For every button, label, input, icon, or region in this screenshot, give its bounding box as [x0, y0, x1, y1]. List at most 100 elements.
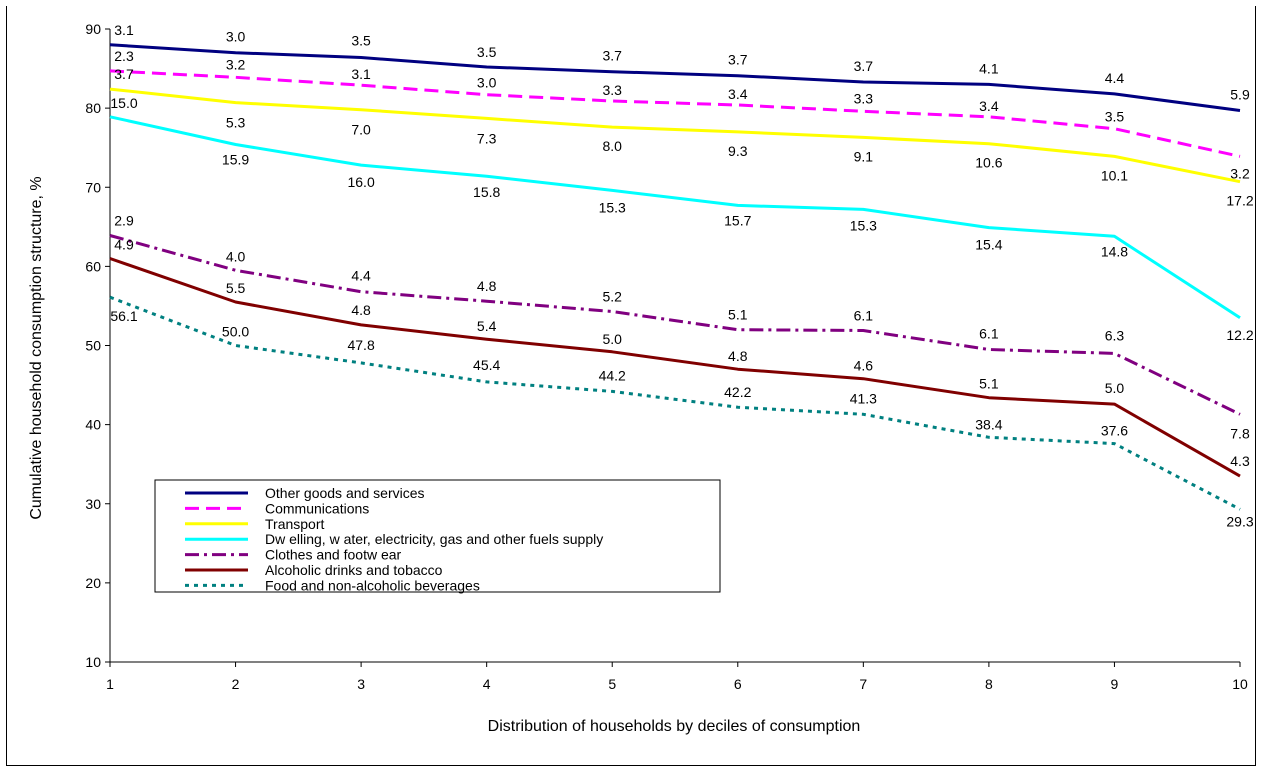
legend-box [154, 479, 721, 593]
series-line-5 [109, 234, 1241, 416]
data-label: 3.3 [854, 90, 874, 106]
data-label: 3.4 [728, 86, 748, 102]
data-label: 37.6 [1101, 423, 1128, 439]
y-tick-label: 30 [85, 496, 101, 512]
y-tick-label: 70 [85, 179, 101, 195]
data-label: 3.7 [854, 58, 874, 74]
data-label: 16.0 [347, 174, 374, 190]
data-label: 3.1 [114, 22, 134, 38]
data-label: 3.7 [602, 48, 622, 64]
series-lines [109, 43, 1241, 511]
series-line-6 [109, 257, 1241, 478]
data-label: 5.3 [226, 115, 246, 131]
data-label: 6.3 [1105, 327, 1125, 343]
data-label: 3.5 [351, 32, 371, 48]
series-line-3 [109, 87, 1241, 184]
data-label: 10.1 [1101, 167, 1128, 183]
x-tick-label: 5 [608, 676, 616, 692]
data-label: 3.7 [114, 66, 134, 82]
data-label: 4.3 [1230, 453, 1250, 469]
data-label: 3.3 [602, 82, 622, 98]
data-label: 15.4 [975, 237, 1002, 253]
x-axis-title: Distribution of households by deciles of… [488, 718, 861, 735]
data-label: 5.0 [1105, 380, 1125, 396]
data-label: 15.9 [222, 152, 249, 168]
data-label: 3.0 [226, 29, 246, 45]
data-label: 17.2 [1226, 193, 1253, 209]
data-label: 15.8 [473, 184, 500, 200]
data-label: 7.3 [477, 130, 497, 146]
data-label: 3.1 [351, 66, 371, 82]
data-label: 15.3 [850, 217, 877, 233]
data-label: 4.0 [226, 248, 246, 264]
data-label: 5.0 [602, 331, 622, 347]
data-label: 14.8 [1101, 243, 1128, 259]
data-label: 3.7 [728, 52, 748, 68]
legend-entry-5: Clothes and footw ear [265, 547, 402, 563]
y-tick-label: 90 [85, 21, 101, 37]
legend-entry-7: Food and non-alcoholic beverages [265, 577, 480, 593]
chart-frame [6, 6, 1256, 766]
data-label: 2.9 [114, 213, 134, 229]
data-label: 6.1 [979, 325, 999, 341]
data-label: 4.9 [114, 236, 134, 252]
series-line-7 [109, 295, 1241, 511]
data-label: 4.4 [1105, 70, 1125, 86]
legend-entry-1: Other goods and services [265, 485, 425, 501]
data-label: 29.3 [1226, 513, 1253, 529]
x-tick-label: 2 [232, 676, 240, 692]
y-tick-label: 10 [85, 654, 101, 670]
x-tick-label: 4 [483, 676, 491, 692]
data-label: 12.2 [1226, 327, 1253, 343]
data-label: 4.8 [477, 278, 497, 294]
data-label: 3.4 [979, 98, 999, 114]
y-tick-label: 40 [85, 417, 101, 433]
x-tick-label: 8 [985, 676, 993, 692]
data-label: 4.1 [979, 60, 999, 76]
legend-entry-2: Communications [265, 500, 369, 516]
series-line-4 [109, 115, 1241, 320]
data-label: 3.2 [226, 56, 246, 72]
axes: 10 20 30 40 50 60 70 80 90 1 2 3 4 5 6 7 8 9 10 [85, 21, 1248, 692]
data-label: 50.0 [222, 324, 249, 340]
data-label: 47.8 [347, 337, 374, 353]
data-label: 41.3 [850, 390, 877, 406]
data-labels: 3.1 3.0 3.5 3.5 3.7 3.7 3.7 4.1 4.4 5.9 2.3 3.2 3.1 3… [110, 22, 1253, 529]
series-line-1 [109, 43, 1241, 112]
data-label: 5.4 [477, 318, 497, 334]
y-tick-label: 50 [85, 338, 101, 354]
data-label: 8.0 [602, 138, 622, 154]
y-tick-label: 80 [85, 100, 101, 116]
data-label: 44.2 [599, 367, 626, 383]
x-tick-label: 7 [859, 676, 867, 692]
data-label: 4.6 [854, 358, 874, 374]
data-label: 38.4 [975, 416, 1002, 432]
data-label: 5.1 [728, 307, 748, 323]
x-tick-label: 3 [357, 676, 365, 692]
data-label: 5.9 [1230, 86, 1250, 102]
data-label: 9.1 [854, 148, 874, 164]
data-label: 4.8 [351, 302, 371, 318]
legend-entry-6: Alcoholic drinks and tobacco [265, 562, 443, 578]
data-label: 4.8 [728, 348, 748, 364]
data-label: 42.2 [724, 384, 751, 400]
data-label: 45.4 [473, 357, 500, 373]
data-label: 10.6 [975, 155, 1002, 171]
x-tick-label: 6 [734, 676, 742, 692]
y-tick-label: 20 [85, 575, 101, 591]
data-label: 3.2 [1230, 165, 1250, 181]
legend-entry-3: Transport [265, 516, 325, 532]
x-tick-label: 9 [1111, 676, 1119, 692]
data-label: 4.4 [351, 268, 371, 284]
y-axis-title: Cumulative household consumption structu… [28, 176, 45, 519]
legend: Other goods and servicesCommunicationsTr… [154, 479, 721, 593]
data-label: 56.1 [110, 308, 137, 324]
data-label: 9.3 [728, 143, 748, 159]
data-label: 5.1 [979, 376, 999, 392]
x-tick-label: 1 [106, 676, 114, 692]
data-label: 15.3 [599, 199, 626, 215]
data-label: 5.2 [602, 288, 622, 304]
data-label: 7.8 [1230, 425, 1250, 441]
data-label: 3.5 [1105, 109, 1125, 125]
